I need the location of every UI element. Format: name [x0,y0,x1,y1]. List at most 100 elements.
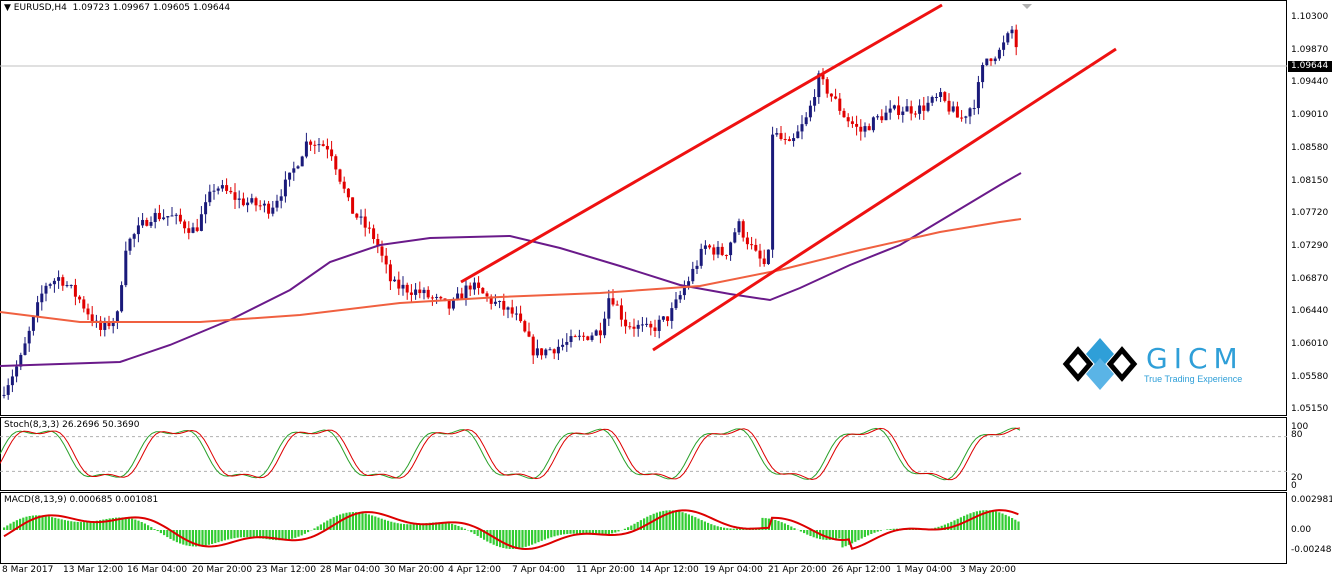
candle-body [888,108,892,113]
macd-tick-label: 0.00 [1291,525,1312,535]
stoch-pane[interactable]: Stoch(8,3,3) 26.2696 50.3690 100 80 20 0 [0,417,1332,491]
macd-bar [185,530,188,546]
macd-bar [383,519,386,530]
macd-bar [35,515,38,530]
macd-bar [444,522,447,530]
candle-body [813,97,817,106]
candle-body [405,284,409,293]
macd-bar [966,514,969,530]
candle-body [48,284,52,286]
macd-bar [617,530,620,532]
macd-bar [569,530,572,534]
macd-bar [188,530,191,547]
candle-body [107,321,111,327]
candle-body [204,202,208,215]
macd-bar [422,523,425,530]
macd-bar [713,525,716,530]
candle-body [590,335,594,340]
last-price-box: 1.09644 [1288,61,1332,72]
macd-bar [415,524,418,530]
macd-bar [511,530,514,550]
candle-body [124,250,128,286]
macd-bar [441,522,444,530]
candle-body [267,203,271,214]
macd-bar [169,530,172,539]
macd-bar [655,512,658,530]
macd-bar [1017,521,1020,530]
macd-bar [451,523,454,530]
candle-body [502,300,506,310]
candle-body [422,289,426,294]
macd-bar [988,510,991,530]
price-tick-label: 1.09870 [1291,44,1329,55]
candle-body [531,336,535,356]
macd-bar [143,523,146,530]
macd-pane[interactable]: MACD(8,13,9) 0.000685 0.001081 0.002981 0… [0,492,1332,564]
macd-bar [531,530,534,545]
price-pane[interactable]: ▼ EURUSD,H4 1.09723 1.09967 1.09605 1.09… [0,0,1332,416]
price-plot-area[interactable] [0,0,1287,416]
stoch-tick-label: 0 [1291,481,1297,491]
candle-body [132,234,136,239]
macd-bar [694,517,697,530]
candle-body [939,92,943,97]
macd-bar [911,529,914,530]
candle-body [981,65,985,83]
shift-marker-icon [1022,4,1032,9]
macd-bar [431,522,434,530]
macd-bar [636,521,639,530]
macd-bar [118,517,121,530]
candle-body [170,215,174,217]
candle-body [40,293,44,303]
macd-bar [623,528,626,530]
candle-body [880,116,884,121]
candle-body [892,105,896,109]
macd-bar [73,521,76,530]
macd-bar [332,517,335,530]
collapse-triangle-icon[interactable]: ▼ [4,3,11,13]
candle-body [829,93,833,97]
macd-bar [719,527,722,530]
candle-body [964,116,968,118]
macd-bar [665,510,668,530]
ma-orange-line [0,218,1022,323]
macd-bar [668,510,671,530]
time-tick-label: 13 Mar 12:00 [63,565,124,575]
candle-body [598,330,602,336]
macd-bar [438,522,441,530]
macd-bar [284,530,287,540]
macd-label: MACD(8,13,9) 0.000685 0.001081 [4,495,159,505]
macd-bar [259,530,262,539]
candle-body [913,113,917,115]
stoch-tick-label: 100 [1291,422,1309,432]
candle-body [972,108,976,110]
candle-body [73,284,77,297]
candle-body [183,221,187,229]
macd-bar [329,518,332,530]
candle-body [178,214,182,222]
time-tick-label: 4 Apr 12:00 [448,565,501,575]
candle-body [871,117,875,131]
candle-body [330,149,334,157]
macd-bar [393,522,396,530]
macd-bar [217,530,220,543]
stoch-plot-area[interactable] [0,417,1287,491]
candle-body [649,323,653,328]
candle-body [397,279,401,289]
macd-bar [799,530,802,532]
candle-body [355,213,359,218]
candle-body [691,268,695,282]
candle-body [741,221,745,238]
candle-body [225,185,229,191]
macd-bar [220,530,223,542]
price-tick-label: 1.05580 [1291,371,1329,382]
macd-bar [54,517,57,530]
price-tick-label: 1.10300 [1291,12,1329,22]
candle-body [653,327,657,331]
candle-body [922,105,926,111]
candle-body [876,116,880,118]
macd-bar [198,530,201,547]
macd-bar [243,530,246,538]
macd-bar [735,528,738,530]
macd-bar [774,519,777,530]
